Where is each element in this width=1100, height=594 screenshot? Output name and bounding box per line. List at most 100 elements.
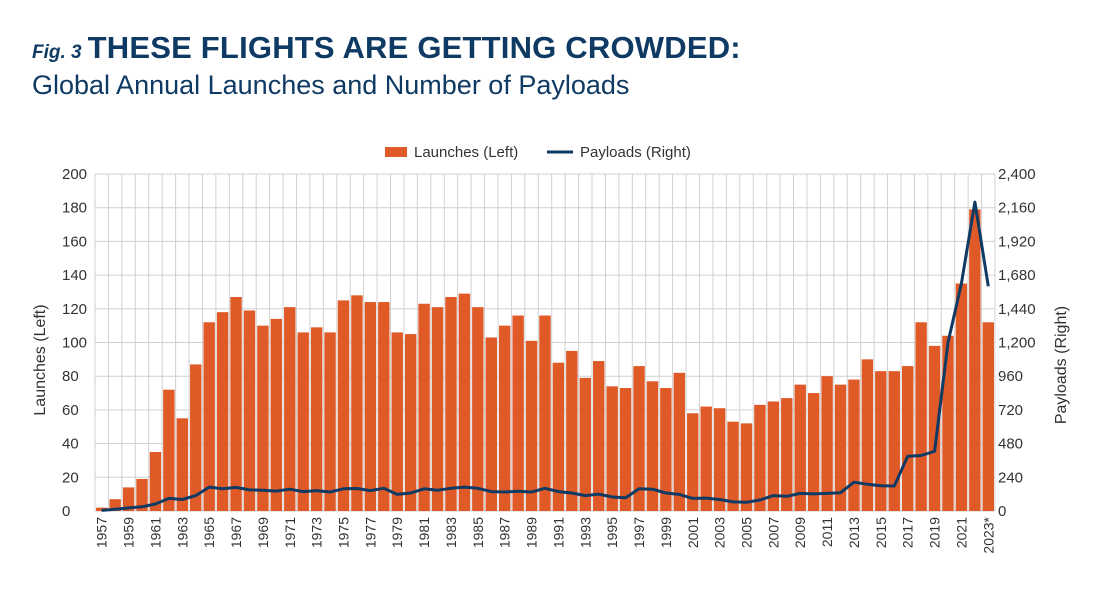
launch-bar-2010 <box>807 393 820 511</box>
right-tick-label: 1,440 <box>998 301 1036 318</box>
launch-bar-1995 <box>606 386 618 511</box>
launch-bar-1979 <box>391 332 403 511</box>
x-tick-label: 1959 <box>121 517 137 548</box>
x-tick-label: 1977 <box>362 517 378 548</box>
launch-bar-1981 <box>418 303 430 511</box>
launch-bar-1996 <box>619 387 632 511</box>
x-tick-label: 1999 <box>658 517 674 548</box>
x-tick-label: 2019 <box>927 517 943 548</box>
x-tick-label: 2001 <box>685 517 701 548</box>
launch-bar-1988 <box>512 315 524 511</box>
launch-bar-1998 <box>646 381 659 511</box>
x-tick-label: 2015 <box>873 517 889 548</box>
launch-bar-1990 <box>539 315 551 511</box>
right-tick-label: 0 <box>998 503 1006 520</box>
x-tick-label: 2011 <box>819 517 835 547</box>
legend-swatch-launches <box>385 147 407 157</box>
launch-bar-1980 <box>404 334 417 511</box>
launch-bar-2014 <box>861 359 874 511</box>
launch-bar-1963 <box>176 418 189 511</box>
launch-bar-1978 <box>378 302 390 511</box>
right-tick-label: 1,200 <box>998 335 1036 352</box>
launch-bar-2005 <box>740 423 753 511</box>
x-tick-label: 2021 <box>953 517 969 548</box>
launch-bar-1958 <box>109 499 121 511</box>
x-tick-label: 1981 <box>416 517 432 548</box>
left-tick-label: 40 <box>62 436 79 453</box>
launch-bar-2016 <box>888 371 900 511</box>
x-tick-label: 1983 <box>443 517 459 548</box>
x-tick-label: 2005 <box>739 517 755 548</box>
x-tick-label: 1971 <box>282 517 298 548</box>
x-tick-label: 1979 <box>389 517 405 548</box>
x-tick-label: 2009 <box>792 517 808 548</box>
chart-subtitle: Global Annual Launches and Number of Pay… <box>32 70 630 100</box>
x-tick-label: 1961 <box>147 517 163 548</box>
launch-bar-1992 <box>566 350 578 511</box>
left-tick-label: 0 <box>62 503 70 520</box>
x-tick-label: 1975 <box>336 517 352 548</box>
launch-bar-2013 <box>848 379 860 511</box>
launch-bar-1961 <box>149 452 162 511</box>
launch-bar-1972 <box>297 332 309 511</box>
left-tick-label: 60 <box>62 402 79 419</box>
x-tick-label: 2003 <box>712 517 728 548</box>
payloads-line <box>101 200 990 512</box>
x-tick-label: 1989 <box>524 517 540 548</box>
launch-bar-1964 <box>190 364 202 511</box>
x-tick-label: 2017 <box>900 517 916 548</box>
launch-bar-1960 <box>136 478 148 511</box>
right-tick-label: 2,160 <box>998 200 1036 217</box>
launch-bar-1983 <box>445 297 457 511</box>
launch-bar-1967 <box>230 297 242 511</box>
launch-bar-1986 <box>485 337 497 511</box>
launch-bar-1991 <box>552 362 565 511</box>
launch-bar-1973 <box>310 327 323 511</box>
launch-bar-1974 <box>324 332 336 511</box>
y-axis-right-label: Payloads (Right) <box>1053 306 1070 424</box>
launch-bar-2019 <box>928 345 941 511</box>
launch-bar-1965 <box>203 322 215 511</box>
launch-bar-1969 <box>257 325 269 511</box>
launch-bar-1966 <box>216 312 229 511</box>
launch-bar-2004 <box>727 421 739 511</box>
launch-bar-1962 <box>163 389 175 511</box>
launch-bar-1968 <box>243 310 256 511</box>
x-tick-label: 1995 <box>604 517 620 548</box>
x-tick-label: 1985 <box>470 517 486 548</box>
launch-bar-2009 <box>794 384 806 511</box>
launch-bar-1989 <box>525 340 538 511</box>
launch-bar-2001 <box>687 413 699 511</box>
figure-label: Fig. 3 <box>32 42 82 63</box>
x-tick-label: 1991 <box>550 517 566 548</box>
launch-bar-2008 <box>781 398 793 511</box>
left-tick-label: 160 <box>62 233 87 250</box>
payload-line-layer <box>101 200 990 512</box>
launch-bar-1959 <box>122 487 135 511</box>
launch-bar-1999 <box>660 387 672 511</box>
title-line: Fig. 3 THESE FLIGHTS ARE GETTING CROWDED… <box>32 30 741 66</box>
x-tick-label: 1973 <box>309 517 325 548</box>
launch-bar-1976 <box>351 295 363 511</box>
left-tick-label: 120 <box>62 301 87 318</box>
launch-bar-1971 <box>284 307 296 511</box>
launch-bar-2017 <box>901 366 914 511</box>
x-tick-label: 2007 <box>765 517 781 548</box>
launch-bar-2020 <box>942 335 954 511</box>
launch-bar-1970 <box>270 318 283 511</box>
legend: Launches (Left) Payloads (Right) <box>385 144 691 161</box>
launch-bar-2011 <box>821 376 833 511</box>
launch-bar-1994 <box>593 361 605 511</box>
right-tick-label: 960 <box>998 368 1023 385</box>
right-tick-label: 1,920 <box>998 233 1036 250</box>
launch-bar-2015 <box>875 371 887 511</box>
launch-bar-1993 <box>579 377 592 511</box>
launch-bar-2003 <box>713 408 726 511</box>
left-tick-label: 20 <box>62 469 79 486</box>
launch-bar-1982 <box>431 307 444 511</box>
launch-bar-2007 <box>767 401 780 511</box>
launch-bar-2022 <box>969 209 981 511</box>
x-tick-label: 1969 <box>255 517 271 548</box>
y-axis-left-label: Launches (Left) <box>32 304 49 415</box>
